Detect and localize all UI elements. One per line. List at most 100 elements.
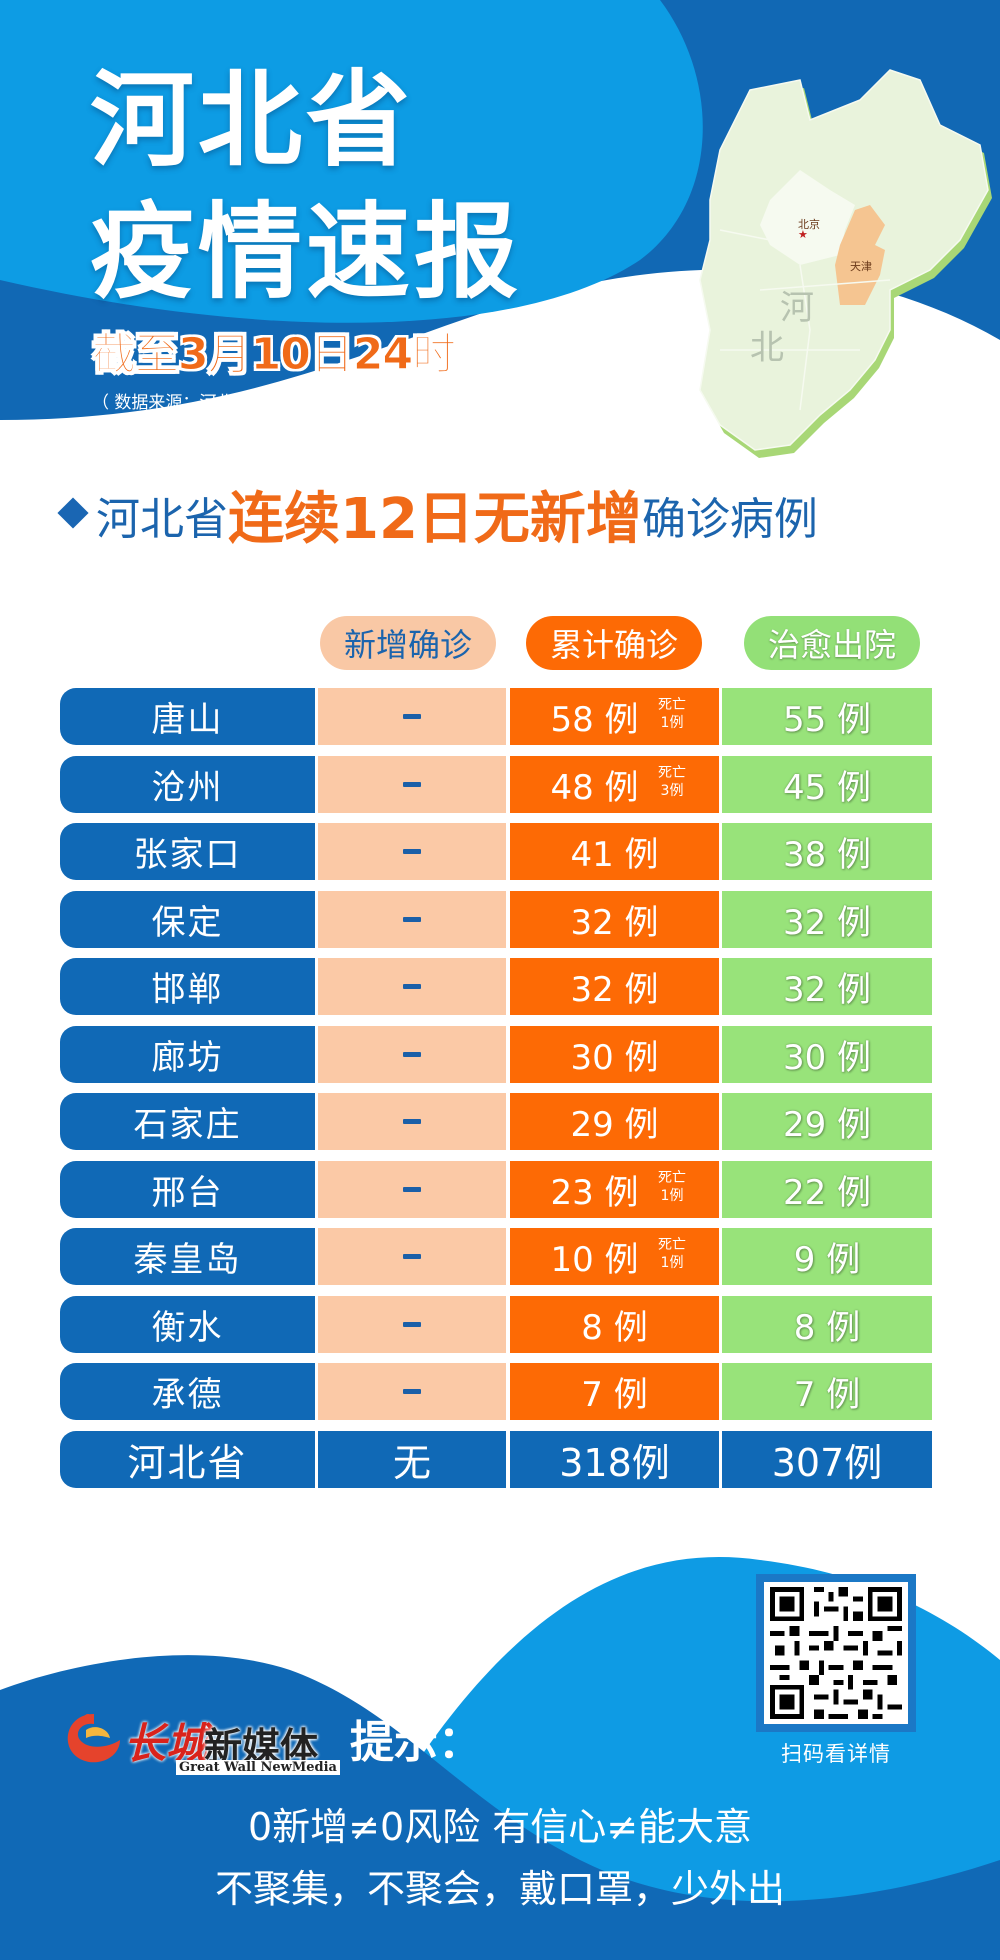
- map-label-beijing: 北京: [798, 218, 820, 231]
- total-confirmed-cell: 29 例: [510, 1093, 719, 1150]
- table-row: 廊坊 30 例 30 例: [60, 1025, 932, 1083]
- total-confirmed-cell: 48 例死亡 3例: [510, 755, 719, 813]
- total-confirmed-value: 7 例: [581, 1375, 648, 1415]
- death-value: 1例: [660, 1255, 684, 1271]
- column-header-new-confirmed: 新增确诊: [320, 616, 496, 670]
- summary-total-confirmed: 318例: [510, 1430, 719, 1488]
- total-confirmed-cell: 7 例: [510, 1363, 719, 1420]
- slogan-line1: 0新增≠0风险 有信心≠能大意: [247, 1805, 753, 1849]
- cured-cell: 32 例: [722, 890, 932, 948]
- death-count: 死亡 1例: [658, 1236, 686, 1272]
- total-confirmed-cell: 32 例: [510, 958, 719, 1015]
- dash-icon: [403, 714, 421, 719]
- total-confirmed-value: 58 例: [550, 700, 639, 740]
- new-confirmed-cell: [318, 958, 506, 1015]
- page-title-line2: 疫情速报: [90, 191, 523, 313]
- city-name: 保定: [60, 890, 315, 948]
- tip-label: 提示：: [350, 1717, 482, 1768]
- city-name: 邢台: [60, 1160, 315, 1218]
- total-confirmed-cell: 30 例: [510, 1025, 719, 1083]
- dash-icon: [403, 1321, 421, 1327]
- dash-icon: [403, 1051, 421, 1057]
- table-row: 秦皇岛 10 例 死亡 1例 9 例: [60, 1228, 932, 1285]
- data-source: （ 数据来源：河北省卫健委 ）: [92, 393, 324, 413]
- logo-script-text: 长城: [124, 1719, 209, 1768]
- headline-highlight: 连续12日无新增: [228, 487, 642, 552]
- total-confirmed-cell: 58 例 死亡 1例: [510, 688, 719, 745]
- death-count: 死亡 3例: [658, 764, 686, 800]
- column-header-total-confirmed: 累计确诊: [526, 616, 702, 670]
- total-confirmed-value: 32 例: [570, 902, 659, 943]
- dash-icon: [403, 1389, 421, 1394]
- map-label-bei: 北: [750, 328, 784, 368]
- cured-cell: 38 例: [722, 823, 932, 880]
- city-name: 承德: [60, 1363, 315, 1420]
- total-confirmed-value: 8 例: [581, 1307, 648, 1348]
- new-confirmed-cell: [318, 1363, 506, 1420]
- map-label-he: 河: [780, 288, 814, 328]
- total-confirmed-cell: 32 例: [510, 890, 719, 948]
- death-label: 死亡: [658, 1237, 686, 1253]
- dash-icon: [403, 1254, 421, 1259]
- new-confirmed-cell: [318, 1295, 506, 1353]
- qr-caption: 扫码看详情: [781, 1742, 891, 1766]
- cured-cell: 9 例: [722, 1228, 932, 1285]
- total-confirmed-cell: 23 例死亡 1例: [510, 1160, 719, 1218]
- death-label: 死亡: [658, 764, 686, 781]
- slogan-line2: 不聚集，不聚会，戴口罩，少外出: [214, 1867, 785, 1911]
- new-confirmed-cell: [318, 688, 506, 745]
- death-label: 死亡: [658, 697, 686, 713]
- logo-english-text: Great Wall NewMedia: [176, 1760, 340, 1775]
- total-confirmed-value: 32 例: [570, 970, 659, 1010]
- summary-province: 河北省: [60, 1430, 315, 1488]
- dash-icon: [403, 984, 421, 989]
- total-confirmed-cell: 10 例 死亡 1例: [510, 1228, 719, 1285]
- total-confirmed-cell: 8 例: [510, 1295, 719, 1353]
- city-name: 沧州: [60, 755, 315, 813]
- death-value: 1例: [660, 1187, 684, 1204]
- headline: 河北省连续12日无新增确诊病例: [57, 492, 818, 548]
- total-confirmed-value: 23 例: [550, 1172, 639, 1213]
- total-confirmed-value: 10 例: [550, 1240, 639, 1280]
- dash-icon: [403, 849, 421, 854]
- death-value: 1例: [660, 715, 684, 731]
- total-confirmed-value: 48 例: [550, 767, 639, 808]
- great-wall-newmedia-logo: 长城 新媒体 Great Wall NewMedia: [64, 1708, 354, 1778]
- diamond-bullet-icon: [57, 497, 89, 529]
- total-confirmed-value: 41 例: [570, 835, 659, 875]
- star-icon: ★: [798, 228, 808, 241]
- new-confirmed-cell: [318, 1025, 506, 1083]
- map-label-tianjin: 天津: [850, 260, 872, 273]
- new-confirmed-cell: [318, 755, 506, 813]
- new-confirmed-cell: [318, 1093, 506, 1150]
- new-confirmed-cell: [318, 823, 506, 880]
- new-confirmed-cell: [318, 1160, 506, 1218]
- cured-cell: 55 例: [722, 688, 932, 745]
- qr-code[interactable]: [756, 1574, 916, 1732]
- hebei-map: 北京 ★ 天津 河 北: [660, 30, 1000, 460]
- table-summary-row: 河北省无 318例 307例: [60, 1430, 932, 1488]
- cured-cell: 29 例: [722, 1093, 932, 1150]
- total-confirmed-value: 29 例: [570, 1105, 659, 1145]
- cured-cell: 7 例: [722, 1363, 932, 1420]
- table-row: 张家口 41 例 38 例: [60, 823, 932, 880]
- city-name: 张家口: [60, 823, 315, 880]
- cured-cell: 8 例: [722, 1295, 932, 1353]
- headline-prefix: 河北省: [96, 494, 228, 545]
- new-confirmed-cell: [318, 890, 506, 948]
- table-row: 保定 32 例 32 例: [60, 890, 932, 948]
- city-name: 邯郸: [60, 958, 315, 1015]
- qr-code-icon: [764, 1582, 908, 1724]
- table-row: 石家庄 29 例 29 例: [60, 1093, 932, 1150]
- city-name: 石家庄: [60, 1093, 315, 1150]
- table-row: 唐山 58 例 死亡 1例 55 例: [60, 688, 932, 745]
- city-name: 衡水: [60, 1295, 315, 1353]
- city-name: 秦皇岛: [60, 1228, 315, 1285]
- dash-icon: [403, 1119, 421, 1124]
- logo-swirl-icon: [67, 1714, 120, 1763]
- table-row: 邢台 23 例死亡 1例 22 例: [60, 1160, 932, 1218]
- new-confirmed-cell: [318, 1228, 506, 1285]
- page-title-line1: 河北省: [90, 59, 415, 181]
- total-confirmed-cell: 41 例: [510, 823, 719, 880]
- hebei-map-shape: [699, 69, 992, 458]
